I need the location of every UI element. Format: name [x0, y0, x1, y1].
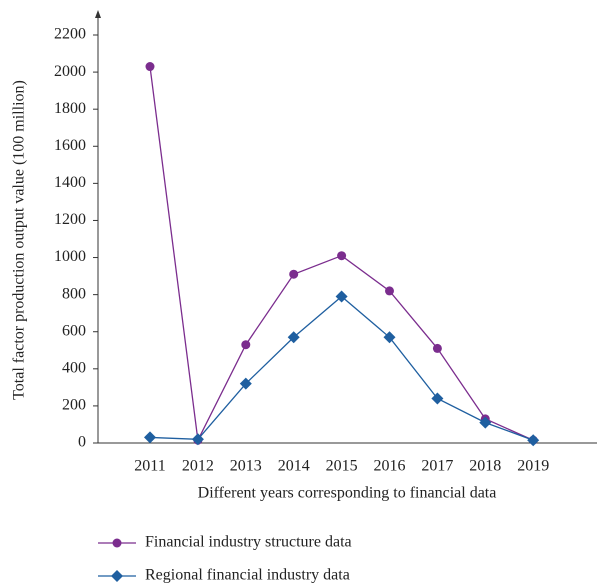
x-tick-label: 2013	[230, 458, 262, 475]
marker	[239, 377, 252, 390]
marker	[385, 286, 394, 296]
x-tick-label: 2018	[469, 458, 501, 475]
marker	[527, 434, 540, 447]
y-tick-label: 1400	[54, 174, 86, 191]
x-axis-label: Different years corresponding to financi…	[198, 485, 497, 502]
legend-label: Regional financial industry data	[145, 567, 350, 584]
marker	[335, 290, 348, 303]
marker	[431, 392, 444, 405]
marker	[144, 431, 156, 444]
marker	[111, 570, 123, 582]
marker	[432, 343, 442, 353]
y-tick-label: 800	[62, 285, 86, 302]
x-tick-label: 2014	[278, 458, 310, 475]
y-tick-label: 2200	[54, 26, 86, 43]
series-line	[149, 295, 534, 441]
marker	[337, 251, 347, 261]
y-axis-label: Total factor production output value (10…	[11, 80, 28, 400]
marker	[112, 538, 122, 548]
marker	[241, 340, 251, 350]
marker	[479, 416, 492, 429]
x-tick-label: 2016	[374, 458, 406, 475]
x-tick-label: 2011	[134, 458, 165, 475]
marker	[287, 331, 300, 344]
x-tick-label: 2019	[517, 458, 549, 475]
x-tick-label: 2012	[182, 458, 214, 475]
y-tick-label: 0	[78, 434, 86, 451]
y-tick-label: 1800	[54, 100, 86, 117]
y-tick-label: 600	[62, 322, 86, 339]
y-tick-label: 2000	[54, 63, 86, 80]
y-tick-label: 1600	[54, 137, 86, 154]
marker	[145, 62, 155, 72]
y-tick-label: 200	[62, 397, 86, 414]
y-tick-label: 400	[62, 359, 86, 376]
x-tick-label: 2017	[421, 458, 453, 475]
marker	[383, 331, 396, 344]
legend-label: Financial industry structure data	[145, 534, 352, 551]
marker	[191, 433, 204, 446]
x-tick-label: 2015	[326, 458, 358, 475]
y-tick-label: 1200	[54, 211, 86, 228]
marker	[289, 269, 299, 279]
y-tick-label: 1000	[54, 248, 86, 265]
y-axis-arrow	[95, 10, 101, 18]
